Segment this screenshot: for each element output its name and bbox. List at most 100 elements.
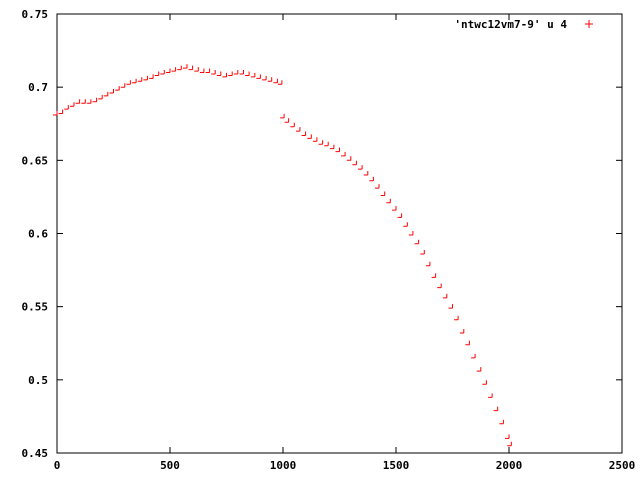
data-point — [301, 131, 307, 136]
y-tick-label: 0.6 — [28, 228, 48, 241]
legend-label: 'ntwc12vm7-9' u 4 — [454, 18, 567, 31]
data-point — [154, 71, 160, 76]
data-point — [318, 140, 324, 145]
data-point — [375, 184, 380, 189]
data-point — [177, 65, 182, 71]
data-point — [75, 99, 81, 104]
legend-marker-plus — [585, 20, 593, 28]
data-point — [437, 283, 442, 289]
data-point — [499, 419, 504, 425]
data-point — [245, 71, 250, 76]
data-point — [103, 91, 109, 97]
data-point — [493, 406, 499, 412]
data-point — [166, 68, 171, 73]
data-point — [205, 68, 211, 73]
data-point — [431, 273, 437, 278]
data-point — [392, 206, 397, 211]
data-point — [324, 141, 329, 147]
data-point — [408, 231, 414, 236]
data-point — [267, 77, 273, 82]
data-point — [160, 70, 165, 75]
data-point — [425, 261, 431, 267]
data-point — [239, 70, 244, 75]
data-point — [454, 315, 459, 321]
data-point — [369, 176, 374, 182]
data-point — [335, 147, 340, 153]
x-tick-label: 500 — [160, 459, 180, 472]
data-point — [507, 441, 512, 447]
data-point — [222, 72, 227, 78]
data-point — [70, 102, 75, 107]
data-point — [115, 86, 120, 91]
data-point — [442, 293, 448, 299]
data-point — [256, 74, 261, 79]
y-tick-label: 0.45 — [22, 447, 49, 460]
data-point — [488, 393, 493, 398]
data-point — [149, 74, 154, 79]
x-tick-label: 2500 — [609, 459, 636, 472]
data-point — [280, 113, 285, 119]
data-point — [53, 111, 58, 116]
data-point — [171, 67, 177, 72]
data-point — [290, 122, 295, 128]
x-tick-label: 2000 — [496, 459, 523, 472]
data-point — [307, 134, 312, 139]
y-tick-label: 0.75 — [22, 8, 49, 21]
data-point — [471, 353, 476, 359]
data-point — [120, 83, 126, 88]
data-point — [363, 171, 369, 176]
x-tick-label: 0 — [54, 459, 61, 472]
data-point — [250, 72, 256, 78]
legend-marker-glyph — [585, 20, 593, 28]
data-point — [199, 68, 205, 73]
data-point — [380, 191, 386, 196]
y-tick-label: 0.7 — [28, 81, 48, 94]
data-point — [194, 67, 199, 72]
y-tick-label: 0.65 — [22, 154, 49, 167]
data-point — [92, 97, 98, 103]
data-point — [397, 213, 403, 218]
data-point — [459, 329, 465, 334]
data-point — [126, 80, 131, 85]
data-point — [183, 64, 188, 69]
y-tick-label: 0.55 — [22, 301, 49, 314]
data-point — [352, 160, 357, 166]
data-point — [228, 71, 233, 76]
x-tick-label: 1500 — [383, 459, 410, 472]
data-point — [386, 198, 391, 204]
y-axis: 0.45 0.5 0.55 0.6 0.65 0.7 0.75 — [22, 8, 622, 460]
data-point — [58, 109, 64, 114]
data-point — [329, 144, 335, 150]
data-point — [295, 127, 301, 132]
data-point — [64, 105, 69, 110]
data-point — [358, 165, 363, 170]
data-point — [143, 75, 148, 81]
data-point — [262, 75, 267, 81]
data-point — [137, 77, 143, 82]
data-point — [505, 434, 510, 439]
data-point — [216, 71, 222, 76]
data-series — [53, 64, 512, 447]
data-point — [482, 380, 487, 385]
data-point — [86, 99, 92, 104]
data-point — [346, 156, 352, 161]
data-point — [403, 222, 408, 227]
data-point — [341, 151, 346, 157]
data-point — [98, 94, 103, 100]
data-point — [448, 304, 453, 309]
data-point — [211, 70, 216, 75]
data-point — [233, 70, 239, 75]
data-point — [188, 65, 194, 71]
data-point — [273, 78, 278, 84]
x-tick-label: 1000 — [270, 459, 297, 472]
data-point — [312, 137, 318, 142]
data-point — [284, 118, 290, 123]
y-tick-label: 0.5 — [28, 374, 48, 387]
data-point — [81, 99, 86, 104]
legend: 'ntwc12vm7-9' u 4 — [454, 18, 593, 31]
data-point — [420, 250, 425, 255]
data-point — [465, 340, 470, 346]
data-point — [109, 89, 114, 94]
